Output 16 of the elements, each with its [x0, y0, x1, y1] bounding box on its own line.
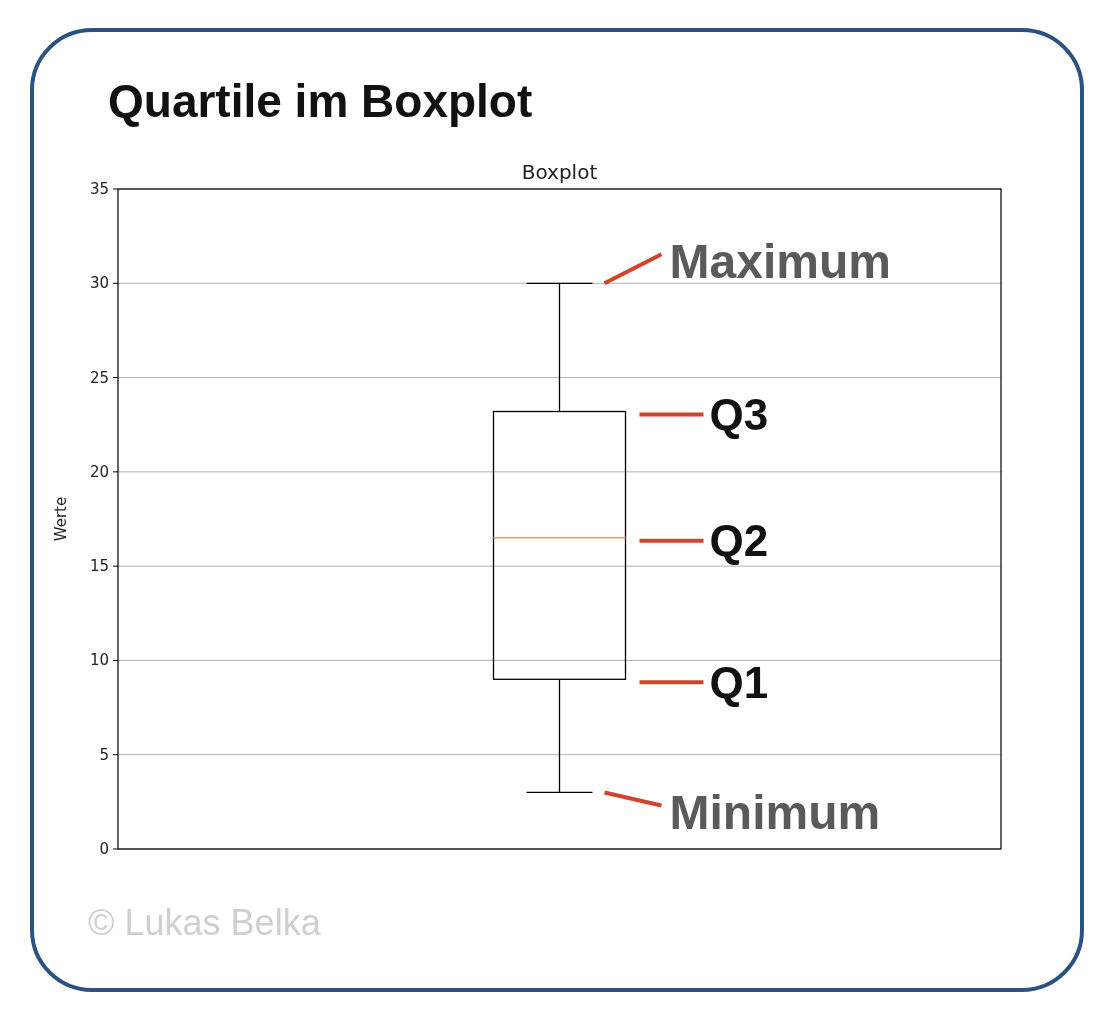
y-tick-label: 25 — [89, 368, 109, 387]
chart-subtitle: Boxplot — [521, 160, 598, 184]
annotation: Minimum — [669, 785, 881, 839]
y-tick-label: 15 — [89, 557, 109, 576]
annotation: Maximum — [669, 234, 891, 288]
chart-title: Quartile im Boxplot — [108, 75, 533, 127]
y-tick-label: 10 — [89, 651, 109, 670]
annotation: Q1 — [709, 657, 769, 707]
y-axis-title: Werte — [52, 496, 70, 542]
y-tick-label: 0 — [99, 840, 109, 858]
annotation: Q3 — [709, 390, 769, 440]
y-tick-label: 20 — [89, 462, 109, 481]
y-tick-label: 30 — [89, 274, 109, 293]
annotation: Q2 — [709, 516, 769, 566]
y-tick-label: 35 — [89, 180, 109, 198]
y-tick-label: 5 — [99, 745, 109, 764]
